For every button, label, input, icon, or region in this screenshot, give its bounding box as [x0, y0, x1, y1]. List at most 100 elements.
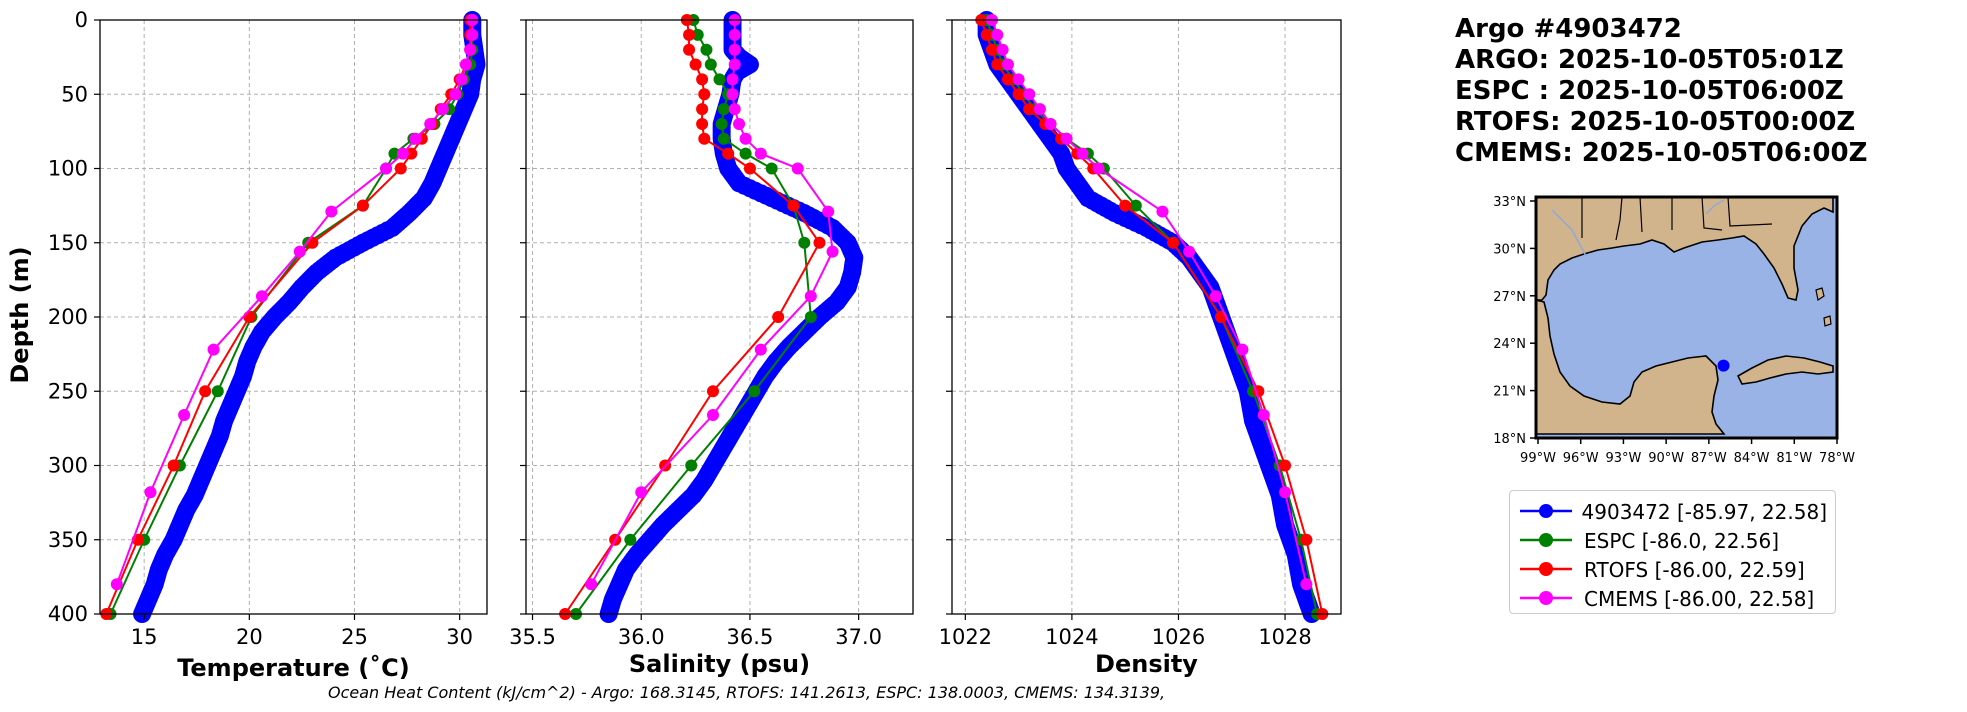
point-rtofs: [707, 385, 719, 397]
point-rtofs: [1167, 237, 1179, 249]
point-rtofs: [981, 29, 993, 41]
point-cmems: [437, 103, 449, 115]
legend: 4903472 [-85.97, 22.58] ESPC [-86.0, 22.…: [1509, 490, 1836, 614]
series-line-cmems: [591, 20, 832, 584]
map-lon-label: 96°W: [1563, 451, 1599, 466]
point-espc: [212, 385, 224, 397]
x-axis-label: Temperature (˚C): [177, 654, 410, 682]
point-cmems: [456, 73, 468, 85]
point-rtofs: [168, 460, 180, 472]
point-cmems: [325, 206, 337, 218]
point-rtofs: [1002, 73, 1014, 85]
point-cmems: [460, 59, 472, 71]
point-rtofs: [722, 148, 734, 160]
point-cmems: [755, 344, 767, 356]
point-rtofs: [690, 59, 702, 71]
point-cmems: [380, 163, 392, 175]
point-cmems: [111, 578, 123, 590]
y-tick-label: 100: [48, 157, 88, 181]
point-cmems: [1093, 163, 1105, 175]
point-espc: [700, 44, 712, 56]
point-cmems: [1061, 133, 1073, 145]
point-cmems: [827, 246, 839, 258]
map-lat-label: 18°N: [1493, 432, 1526, 447]
point-cmems: [1210, 290, 1222, 302]
point-cmems: [208, 344, 220, 356]
point-rtofs: [357, 200, 369, 212]
x-tick-label: 1024: [1045, 625, 1098, 649]
point-rtofs: [683, 29, 695, 41]
point-espc: [624, 534, 636, 546]
point-cmems: [424, 118, 436, 130]
point-rtofs: [698, 88, 710, 100]
legend-label-argo: 4903472 [-85.97, 22.58]: [1582, 500, 1827, 524]
legend-label-cmems: CMEMS [-86.00, 22.58]: [1584, 587, 1814, 611]
point-rtofs: [696, 118, 708, 130]
location-map: 99°W 96°W 93°W 90°W 87°W 84°W 81°W 78°W33°N30°N…: [1493, 195, 1855, 466]
x-tick-label: 25: [341, 625, 368, 649]
point-rtofs: [744, 163, 756, 175]
map-lat-label: 24°N: [1493, 337, 1526, 352]
point-cmems: [1023, 88, 1035, 100]
point-espc: [718, 103, 730, 115]
point-cmems: [1156, 206, 1168, 218]
legend-swatch-espc: [1518, 526, 1574, 555]
salinity-panel: 35.5 36.0 36.5 37.0 Salinity (psu): [509, 11, 913, 678]
map-lon-label: 78°W: [1819, 451, 1855, 466]
legend-item-cmems: CMEMS [-86.00, 22.58]: [1518, 584, 1827, 613]
point-espc: [714, 73, 726, 85]
point-cmems: [1236, 344, 1248, 356]
y-tick-label: 400: [48, 602, 88, 626]
point-cmems: [449, 88, 461, 100]
rtofs-time: RTOFS: 2025-10-05T00:00Z: [1455, 107, 1867, 138]
legend-item-rtofs: RTOFS [-86.00, 22.59]: [1518, 555, 1827, 584]
point-rtofs: [199, 385, 211, 397]
point-cmems: [635, 486, 647, 498]
map-lon-label: 84°W: [1734, 451, 1770, 466]
point-rtofs: [696, 73, 708, 85]
y-tick-label: 150: [48, 231, 88, 255]
point-cmems: [256, 290, 268, 302]
point-rtofs: [1279, 460, 1291, 472]
legend-swatch-rtofs: [1518, 555, 1574, 584]
point-rtofs: [986, 44, 998, 56]
map-lon-label: 99°W: [1520, 451, 1556, 466]
point-rtofs: [991, 59, 1003, 71]
point-cmems: [1300, 578, 1312, 590]
map-lat-label: 33°N: [1493, 195, 1526, 210]
point-cmems: [997, 44, 1009, 56]
point-cmems: [1002, 59, 1014, 71]
y-tick-label: 0: [75, 8, 88, 32]
point-espc: [805, 311, 817, 323]
x-tick-label: 1026: [1152, 625, 1205, 649]
point-espc: [716, 118, 728, 130]
point-rtofs: [696, 103, 708, 115]
espc-time: ESPC : 2025-10-05T06:00Z: [1455, 76, 1867, 107]
point-cmems: [409, 133, 421, 145]
temperature-panel: 15 20 25 30050100150200250300350400Temperat…: [48, 8, 487, 682]
x-tick-label: 36.5: [727, 625, 774, 649]
cmems-time: CMEMS: 2025-10-05T06:00Z: [1455, 138, 1867, 169]
legend-item-argo: 4903472 [-85.97, 22.58]: [1518, 497, 1827, 526]
point-cmems: [740, 133, 752, 145]
x-tick-label: 36.0: [618, 625, 665, 649]
legend-swatch-argo: [1518, 497, 1572, 526]
legend-item-espc: ESPC [-86.0, 22.56]: [1518, 526, 1827, 555]
point-cmems: [1013, 73, 1025, 85]
point-cmems: [1279, 486, 1291, 498]
point-espc: [748, 385, 760, 397]
density-panel: 1022 1024 1026 1028Density: [939, 11, 1341, 678]
y-tick-label: 250: [48, 379, 88, 403]
point-cmems: [727, 73, 739, 85]
point-cmems: [729, 59, 741, 71]
point-cmems: [729, 44, 741, 56]
point-espc: [685, 460, 697, 472]
map-lon-label: 93°W: [1605, 451, 1641, 466]
argo-float-title: Argo #4903472: [1455, 14, 1867, 45]
point-cmems: [397, 148, 409, 160]
point-cmems: [755, 148, 767, 160]
point-rtofs: [814, 237, 826, 249]
title-block: Argo #4903472 ARGO: 2025-10-05T05:01Z ES…: [1455, 14, 1867, 169]
point-rtofs: [243, 311, 255, 323]
point-cmems: [1077, 148, 1089, 160]
